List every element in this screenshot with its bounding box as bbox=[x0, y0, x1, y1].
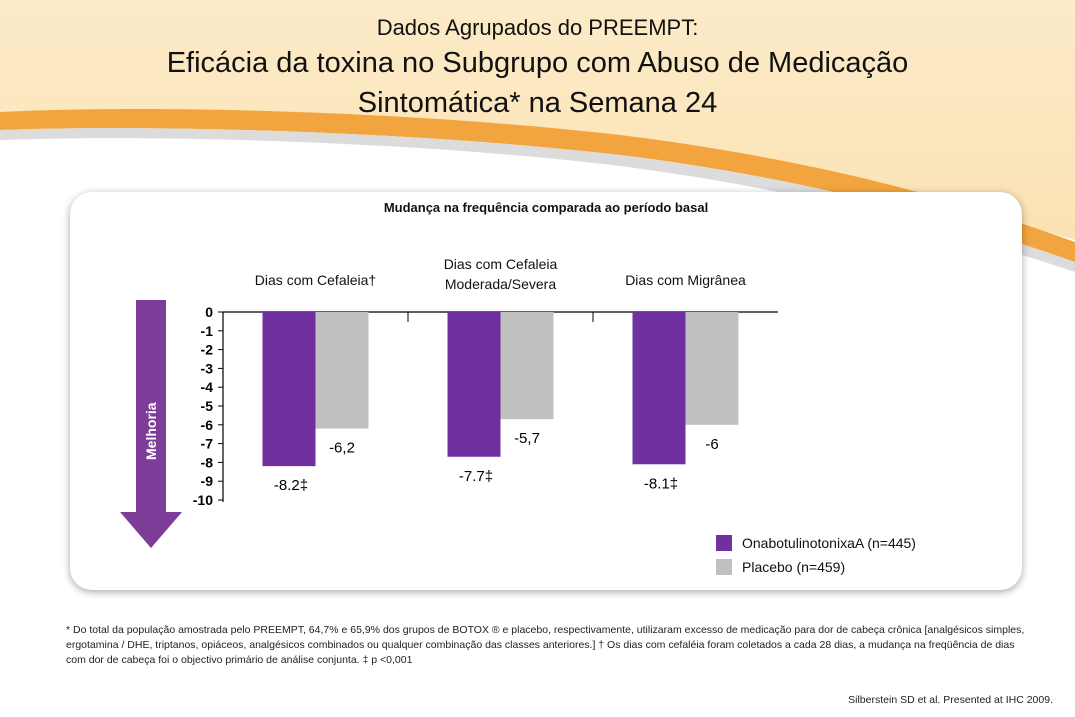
slide-title-line2: Sintomática* na Semana 24 bbox=[357, 87, 718, 119]
improvement-arrow-shaft bbox=[136, 300, 166, 512]
chart-card: Mudança na frequência comparada ao perío… bbox=[70, 192, 1022, 590]
y-tick-label: -7 bbox=[201, 436, 214, 452]
y-tick-label: -1 bbox=[201, 323, 214, 339]
legend-label: OnabotulinotonixaA (n=445) bbox=[742, 535, 916, 551]
y-tick-label: -9 bbox=[201, 473, 214, 489]
data-label: -8.1‡ bbox=[644, 475, 678, 492]
bar-placebo bbox=[315, 312, 369, 429]
category-label: Moderada/Severa bbox=[445, 276, 557, 292]
chart-title: Mudança na frequência comparada ao perío… bbox=[384, 200, 708, 215]
slide-header: Dados Agrupados do PREEMPT: Eficácia da … bbox=[0, 14, 1075, 122]
y-tick-label: -5 bbox=[201, 398, 214, 414]
legend-swatch-onabotulinum bbox=[716, 535, 732, 551]
y-tick-label: -4 bbox=[201, 379, 214, 395]
category-label: Dias com Cefaleia bbox=[444, 256, 558, 272]
citation: Silberstein SD et al. Presented at IHC 2… bbox=[848, 694, 1053, 706]
category-label: Dias com Cefaleia† bbox=[255, 272, 376, 288]
y-tick-label: -8 bbox=[201, 454, 214, 470]
improvement-arrow-head bbox=[120, 512, 182, 548]
y-tick-label: -6 bbox=[201, 417, 214, 433]
data-label: -8.2‡ bbox=[274, 477, 308, 494]
legend-label: Placebo (n=459) bbox=[742, 559, 845, 575]
data-label: -6 bbox=[705, 436, 718, 453]
y-tick-label: 0 bbox=[205, 304, 213, 320]
category-label: Dias com Migrânea bbox=[625, 272, 746, 288]
header-band bbox=[0, 0, 1075, 240]
bar-onabotulinum bbox=[262, 312, 316, 467]
data-label: -7.7‡ bbox=[459, 468, 493, 485]
y-tick-label: -2 bbox=[201, 342, 214, 358]
slide-pretitle: Dados Agrupados do PREEMPT: bbox=[376, 15, 699, 40]
slide-title-line1: Eficácia da toxina no Subgrupo com Abuso… bbox=[166, 47, 909, 79]
header-swoosh-orange bbox=[0, 108, 1075, 262]
data-label: -5,7 bbox=[514, 430, 540, 447]
y-tick-label: -3 bbox=[201, 360, 214, 376]
data-label: -6,2 bbox=[329, 440, 355, 457]
bar-onabotulinum bbox=[447, 312, 501, 457]
legend-swatch-placebo bbox=[716, 559, 732, 575]
improvement-arrow-label: Melhoria bbox=[143, 402, 159, 460]
bar-chart: Mudança na frequência comparada ao perío… bbox=[120, 200, 916, 575]
bar-placebo bbox=[500, 312, 554, 420]
bar-placebo bbox=[685, 312, 739, 425]
footnote: * Do total da população amostrada pelo P… bbox=[66, 624, 1025, 666]
bar-onabotulinum bbox=[632, 312, 686, 465]
y-tick-label: -10 bbox=[193, 492, 213, 508]
